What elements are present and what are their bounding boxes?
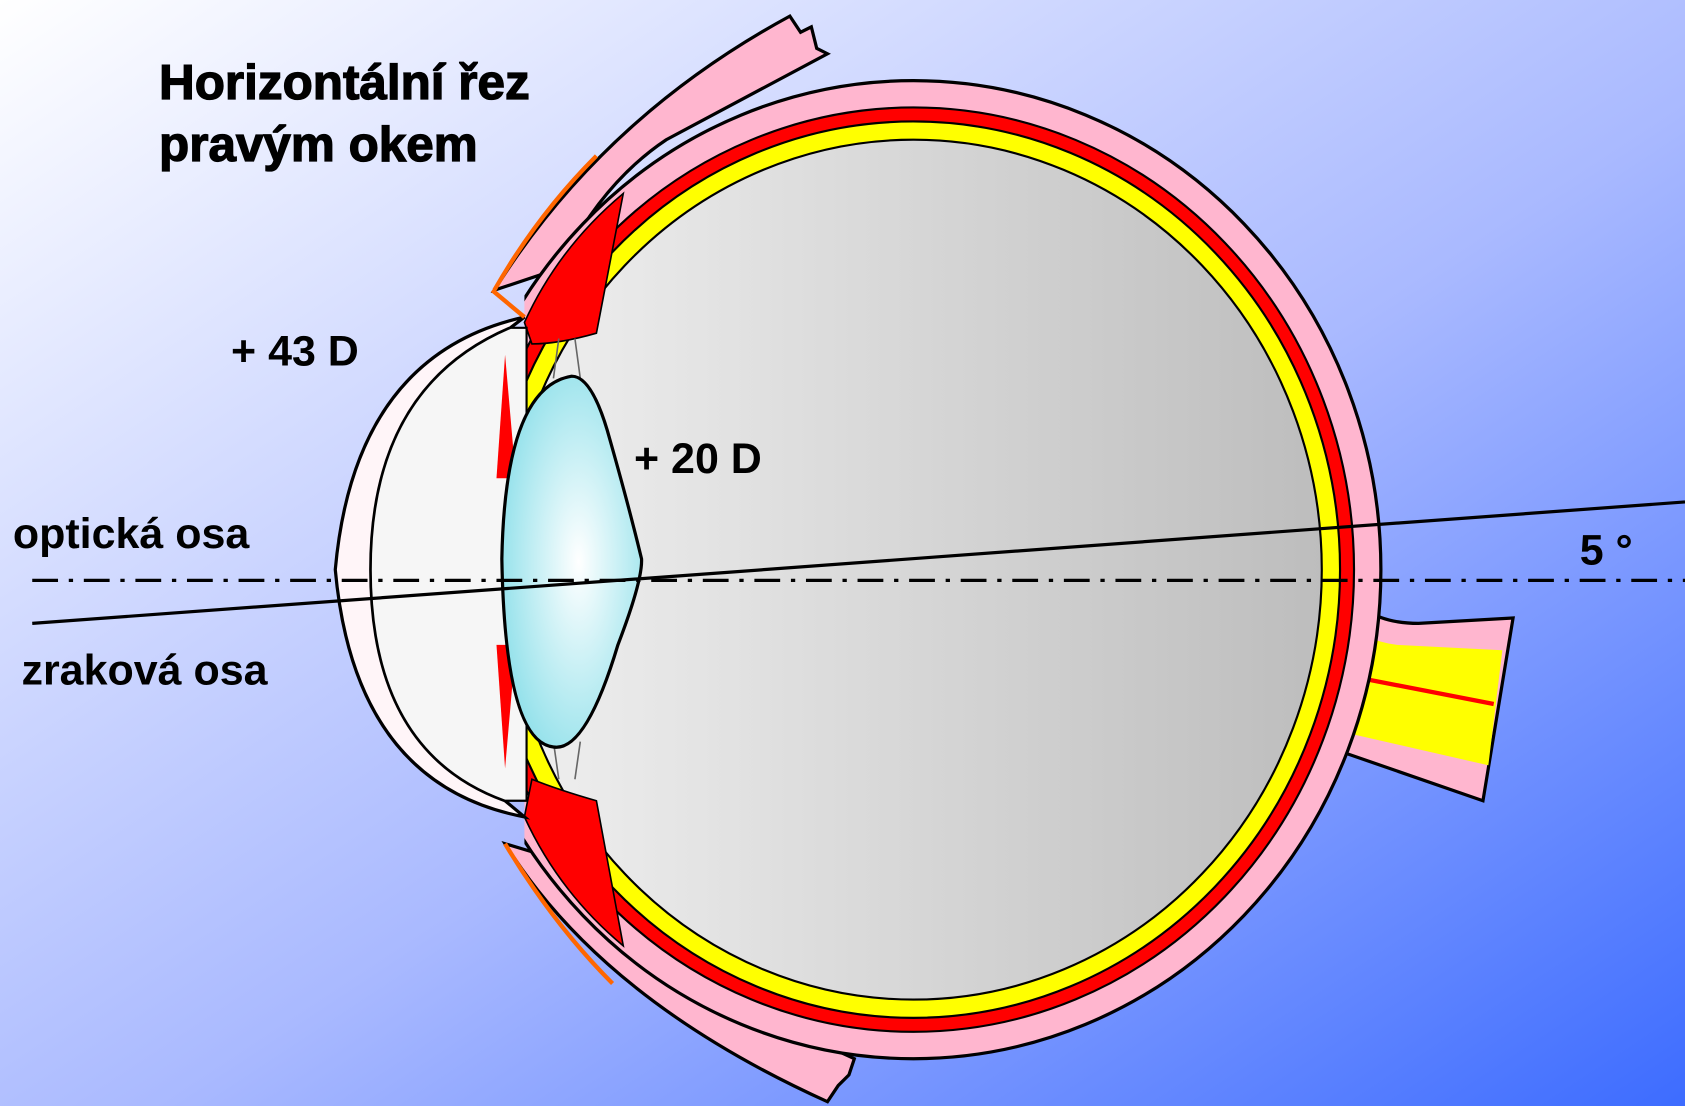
cornea-power: + 43 D — [231, 327, 359, 375]
conjunctiva-top — [492, 154, 598, 292]
iris-top — [496, 354, 516, 479]
lens — [500, 374, 644, 749]
visual-axis-line — [32, 500, 1685, 626]
visual-axis-label: zraková osa — [21, 647, 268, 695]
muscle-top — [490, 14, 831, 294]
optical-axis-label: optická osa — [13, 510, 250, 558]
ciliary-bottom — [523, 778, 625, 948]
conjunctiva-bottom — [503, 842, 615, 985]
ciliary-top — [523, 191, 625, 345]
title-line: pravým okem — [159, 117, 478, 172]
title-line: Horizontální řez — [159, 55, 530, 110]
anterior-chamber — [369, 326, 528, 802]
vitreous — [524, 138, 1323, 1001]
lens-power: + 20 D — [634, 435, 762, 483]
angle-label: 5 ° — [1580, 526, 1633, 574]
